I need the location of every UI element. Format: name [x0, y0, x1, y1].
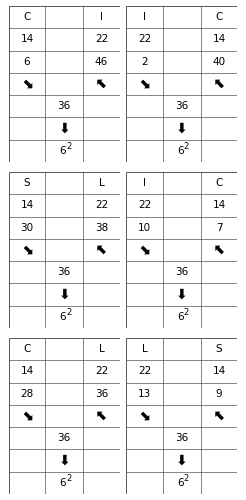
Text: C: C: [23, 344, 31, 354]
Text: 2: 2: [66, 308, 71, 318]
Text: ⬊: ⬊: [139, 409, 150, 423]
Text: 2: 2: [141, 56, 148, 66]
Text: 6: 6: [59, 478, 66, 488]
Text: ⬇: ⬇: [176, 288, 187, 302]
Text: ⬊: ⬊: [21, 243, 33, 257]
Text: 22: 22: [138, 34, 151, 44]
Text: ⬇: ⬇: [59, 454, 70, 468]
Text: ⬊: ⬊: [139, 243, 150, 257]
Text: S: S: [24, 178, 30, 188]
Text: 6: 6: [177, 312, 183, 322]
Text: 14: 14: [20, 366, 34, 376]
Text: I: I: [143, 178, 146, 188]
Text: 14: 14: [20, 200, 34, 210]
Text: 36: 36: [58, 102, 71, 112]
Text: 22: 22: [138, 366, 151, 376]
Text: ⬇: ⬇: [59, 122, 70, 136]
Text: 22: 22: [95, 200, 108, 210]
Text: 28: 28: [20, 388, 34, 398]
Text: ⬉: ⬉: [96, 77, 107, 91]
Text: ⬊: ⬊: [21, 409, 33, 423]
Text: 2: 2: [66, 142, 71, 152]
Text: L: L: [99, 178, 105, 188]
Text: 36: 36: [58, 434, 71, 444]
Text: ⬊: ⬊: [139, 77, 150, 91]
Text: 6: 6: [177, 478, 183, 488]
Text: ⬉: ⬉: [96, 243, 107, 257]
Text: I: I: [143, 12, 146, 22]
Text: 36: 36: [175, 102, 188, 112]
Text: 14: 14: [212, 366, 226, 376]
Text: 13: 13: [138, 388, 151, 398]
Text: 7: 7: [216, 222, 222, 232]
Text: 9: 9: [216, 388, 222, 398]
Text: 2: 2: [184, 474, 189, 484]
Text: 14: 14: [212, 200, 226, 210]
Text: 40: 40: [213, 56, 226, 66]
Text: 38: 38: [95, 222, 108, 232]
Text: ⬉: ⬉: [213, 409, 225, 423]
Text: C: C: [23, 12, 31, 22]
Text: ⬉: ⬉: [96, 409, 107, 423]
Text: 46: 46: [95, 56, 108, 66]
Text: 6: 6: [59, 312, 66, 322]
Text: 6: 6: [59, 146, 66, 156]
Text: 22: 22: [138, 200, 151, 210]
Text: I: I: [100, 12, 103, 22]
Text: 6: 6: [24, 56, 30, 66]
Text: S: S: [216, 344, 222, 354]
Text: C: C: [215, 178, 223, 188]
Text: ⬉: ⬉: [213, 243, 225, 257]
Text: 6: 6: [177, 146, 183, 156]
Text: 2: 2: [66, 474, 71, 484]
Text: 2: 2: [184, 308, 189, 318]
Text: L: L: [99, 344, 105, 354]
Text: 22: 22: [95, 366, 108, 376]
Text: 10: 10: [138, 222, 151, 232]
Text: 2: 2: [184, 142, 189, 152]
Text: 36: 36: [58, 268, 71, 278]
Text: 36: 36: [175, 434, 188, 444]
Text: C: C: [215, 12, 223, 22]
Text: 36: 36: [95, 388, 108, 398]
Text: 36: 36: [175, 268, 188, 278]
Text: 22: 22: [95, 34, 108, 44]
Text: ⬇: ⬇: [176, 122, 187, 136]
Text: 30: 30: [20, 222, 33, 232]
Text: 14: 14: [212, 34, 226, 44]
Text: L: L: [141, 344, 147, 354]
Text: ⬇: ⬇: [59, 288, 70, 302]
Text: ⬇: ⬇: [176, 454, 187, 468]
Text: ⬊: ⬊: [21, 77, 33, 91]
Text: ⬉: ⬉: [213, 77, 225, 91]
Text: 14: 14: [20, 34, 34, 44]
